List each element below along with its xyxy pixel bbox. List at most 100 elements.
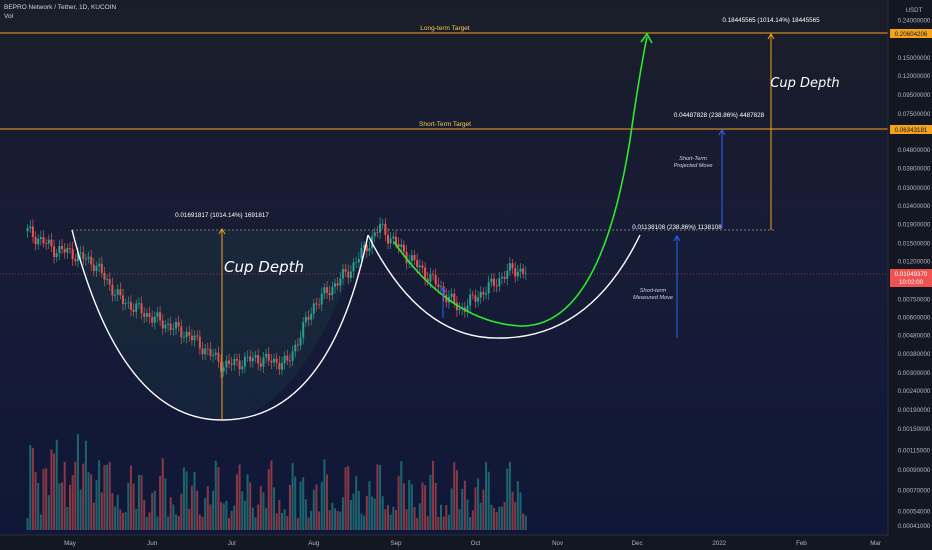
candle-body bbox=[381, 223, 384, 225]
candle-body bbox=[349, 271, 352, 278]
candle-body bbox=[267, 353, 270, 361]
candle-body bbox=[299, 337, 302, 346]
candle-body bbox=[53, 246, 56, 258]
candle-body bbox=[249, 356, 252, 362]
candle-body bbox=[394, 236, 397, 245]
time-tick-label: Aug bbox=[308, 540, 320, 547]
volume-bar bbox=[217, 467, 220, 530]
candle-body bbox=[254, 355, 257, 358]
price-axis[interactable]: USDT 0.240000000.200000000.150000000.120… bbox=[887, 0, 932, 535]
time-axis[interactable]: May Jun Jul Aug Sep Oct Nov Dec 2022 Feb Mar bbox=[0, 534, 932, 550]
short-term-projected-line1: Short-Term bbox=[679, 156, 707, 162]
candle-body bbox=[286, 355, 289, 361]
volume-bar bbox=[514, 501, 517, 530]
time-tick-label: Feb bbox=[796, 540, 807, 547]
time-tick-label: May bbox=[64, 540, 77, 547]
candle-body bbox=[405, 251, 408, 264]
candle-body bbox=[302, 322, 305, 338]
price-tick-label: 0.09500000 bbox=[898, 92, 931, 99]
candle-body bbox=[479, 291, 482, 298]
candle-body bbox=[177, 322, 180, 327]
candle-body bbox=[373, 232, 376, 237]
volume-bar bbox=[111, 493, 114, 530]
volume-bar bbox=[437, 516, 440, 530]
candle-body bbox=[432, 274, 435, 275]
candle-body bbox=[164, 324, 167, 329]
volume-bar bbox=[495, 511, 498, 530]
volume-bar bbox=[511, 491, 514, 530]
candle-body bbox=[440, 286, 442, 288]
volume-bar bbox=[37, 482, 40, 530]
long-target-label: Long-term Target bbox=[420, 25, 470, 32]
volume-bar bbox=[235, 474, 238, 530]
candle-body bbox=[31, 226, 34, 237]
candle-body bbox=[331, 286, 334, 296]
candle-body bbox=[145, 313, 148, 317]
time-tick-label: 2022 bbox=[712, 540, 726, 547]
candle-body bbox=[424, 267, 427, 279]
candle-body bbox=[339, 278, 342, 286]
volume-bar bbox=[212, 490, 215, 530]
candle-body bbox=[493, 278, 495, 286]
volume-bar bbox=[371, 496, 374, 530]
candle-body bbox=[69, 248, 71, 249]
price-tick-label: 0.15000000 bbox=[898, 55, 931, 62]
candle-body bbox=[519, 268, 522, 272]
candle-body bbox=[397, 244, 400, 247]
volume-bar bbox=[31, 447, 34, 530]
short-projected-arrow bbox=[718, 129, 726, 136]
volume-bar bbox=[180, 493, 183, 530]
candle-body bbox=[482, 291, 485, 295]
short-term-measured-line2: Measured Move bbox=[633, 295, 673, 301]
candle-body bbox=[132, 309, 135, 312]
candle-body bbox=[26, 228, 29, 232]
volume-bar bbox=[172, 504, 175, 530]
volume-bar bbox=[34, 472, 37, 530]
volume-bar bbox=[92, 502, 95, 530]
candle-body bbox=[320, 293, 323, 305]
volume-bar bbox=[127, 482, 130, 530]
volume-bar bbox=[79, 489, 82, 530]
candle-body bbox=[58, 246, 61, 254]
candle-body bbox=[100, 263, 103, 273]
candle-body bbox=[111, 284, 114, 296]
volume-bar bbox=[524, 515, 527, 530]
volume-bar bbox=[265, 507, 268, 530]
volume-bar bbox=[251, 507, 254, 530]
volume-bar bbox=[341, 497, 344, 530]
candle-body bbox=[347, 271, 350, 278]
volume-bar bbox=[320, 482, 323, 530]
candle-body bbox=[201, 348, 204, 355]
volume-bar bbox=[95, 480, 98, 530]
handle-measure-arrow bbox=[439, 287, 447, 293]
volume-bar bbox=[185, 471, 188, 530]
price-tick-label: 0.00190000 bbox=[898, 407, 931, 414]
candle-body bbox=[365, 244, 368, 252]
projection-arrowhead bbox=[640, 32, 653, 44]
candle-body bbox=[98, 263, 101, 267]
volume-bar bbox=[479, 502, 482, 530]
volume-bar bbox=[424, 485, 427, 530]
volume-bar bbox=[336, 510, 339, 530]
candle-body bbox=[487, 282, 490, 294]
volume-bar bbox=[402, 483, 405, 530]
cup-fill bbox=[72, 230, 365, 420]
candle-body bbox=[212, 354, 215, 356]
candle-body bbox=[270, 360, 273, 363]
candle-body bbox=[190, 335, 193, 341]
candle-body bbox=[357, 258, 360, 263]
volume-bar bbox=[129, 465, 132, 530]
volume-bar bbox=[522, 513, 525, 530]
candle-body bbox=[376, 232, 379, 234]
volume-bar bbox=[516, 481, 519, 530]
candle-body bbox=[344, 269, 347, 272]
volume-legend: Vol bbox=[4, 13, 14, 20]
volume-bar bbox=[482, 489, 485, 530]
candle-body bbox=[135, 303, 138, 312]
cup-measure-label: 0.01691817 (1014.14%) 1691817 bbox=[175, 212, 269, 219]
volume-bar bbox=[167, 516, 170, 530]
candle-body bbox=[108, 278, 111, 285]
volume-bar bbox=[45, 468, 48, 530]
